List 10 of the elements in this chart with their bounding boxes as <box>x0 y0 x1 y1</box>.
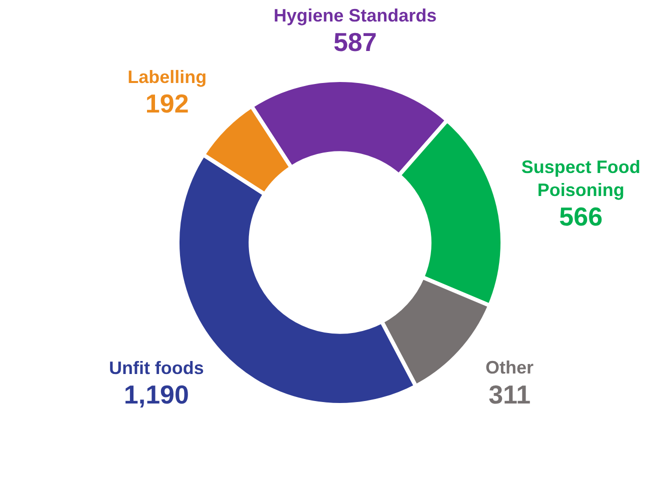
slice-label: Other <box>486 358 534 378</box>
slice-label: Unfit foods <box>108 358 204 378</box>
data-label: 566 <box>559 201 603 232</box>
data-label: 587 <box>333 27 377 58</box>
slice-label: Labelling <box>128 66 207 87</box>
data-label: 311 <box>488 379 531 410</box>
slice-label: Hygiene Standards <box>274 6 437 26</box>
slice-label: Suspect Food Poisoning <box>521 156 640 200</box>
data-label: 192 <box>145 88 189 119</box>
data-label: 1,190 <box>124 380 189 410</box>
